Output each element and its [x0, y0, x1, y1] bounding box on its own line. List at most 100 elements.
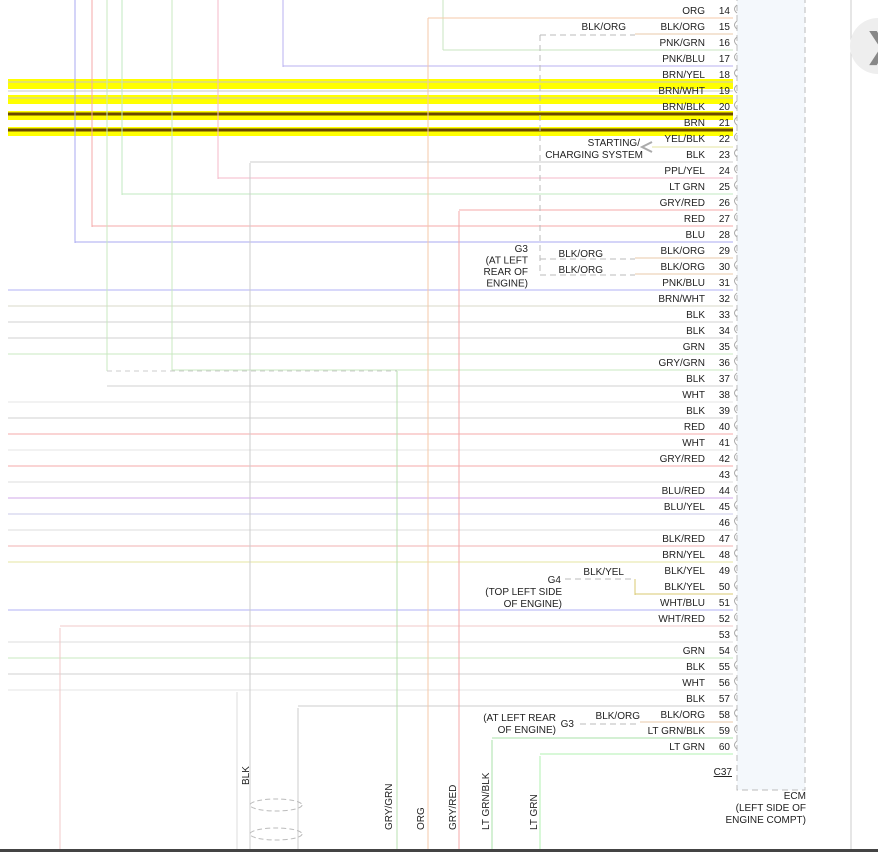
pin-label-21: BRN — [684, 118, 705, 129]
connector-terminal — [734, 612, 738, 622]
connector-terminal — [734, 276, 738, 286]
pin-number-45: 45 — [719, 502, 731, 513]
pin-number-50: 50 — [719, 582, 731, 593]
connector-terminal — [734, 452, 738, 462]
connector-terminal — [734, 4, 738, 14]
pin-number-52: 52 — [719, 614, 731, 625]
pin-label-59: LT GRN/BLK — [648, 726, 706, 737]
pin-label-37: BLK — [686, 374, 705, 385]
connector-terminal — [734, 372, 738, 382]
pin-label-44: BLU/RED — [662, 486, 705, 497]
pin-number-42: 42 — [719, 454, 731, 465]
connector-terminal — [734, 644, 738, 654]
connector-terminal — [734, 660, 738, 670]
pin-label-56: WHT — [682, 678, 705, 689]
pin-label-48: BRN/YEL — [662, 550, 705, 561]
pin-number-40: 40 — [719, 422, 731, 433]
connector-terminal — [734, 724, 738, 734]
connector-terminal — [734, 308, 738, 318]
pin-label-32: BRN/WHT — [658, 294, 705, 305]
connector-terminal — [734, 52, 738, 62]
bottom-wire-label: ORG — [416, 807, 427, 830]
connector-terminal — [734, 500, 738, 510]
pin-number-31: 31 — [719, 278, 731, 289]
pin-number-47: 47 — [719, 534, 731, 545]
pin-number-56: 56 — [719, 678, 731, 689]
pin-number-43: 43 — [719, 470, 731, 481]
pin-number-26: 26 — [719, 198, 731, 209]
pin-label-26: GRY/RED — [660, 198, 705, 209]
pin-label-17: PNK/BLU — [662, 54, 705, 65]
pin-label-49: BLK/YEL — [664, 566, 705, 577]
connector-terminal — [734, 324, 738, 334]
label-blk-yel: BLK/YEL — [583, 567, 624, 578]
pin-label-35: GRN — [683, 342, 705, 353]
ecm-box — [736, 0, 806, 791]
connector-label: C37 — [714, 767, 733, 778]
pin-number-49: 49 — [719, 566, 731, 577]
highlight-band — [8, 95, 733, 104]
pin-label-25: LT GRN — [669, 182, 705, 193]
pin-number-59: 59 — [719, 726, 731, 737]
pin-label-54: GRN — [683, 646, 705, 657]
pin-label-18: BRN/YEL — [662, 70, 705, 81]
connector-terminal — [734, 548, 738, 558]
arrow-icon — [639, 141, 653, 153]
pin-label-36: GRY/GRN — [659, 358, 706, 369]
pin-number-39: 39 — [719, 406, 731, 417]
label-g3: G3 — [561, 719, 575, 730]
pin-label-14: ORG — [682, 6, 705, 17]
label-g3-location: (AT LEFT — [486, 256, 528, 267]
pin-number-35: 35 — [719, 342, 731, 353]
label-g3-location: G3 — [515, 244, 529, 255]
pin-label-16: PNK/GRN — [659, 38, 705, 49]
pin-label-23: BLK — [686, 150, 705, 161]
connector-terminal — [734, 356, 738, 366]
label-blk-org: BLK/ORG — [559, 265, 604, 276]
pin-number-46: 46 — [719, 518, 731, 529]
pin-number-38: 38 — [719, 390, 731, 401]
pin-label-29: BLK/ORG — [661, 246, 706, 257]
connector-terminal — [734, 708, 738, 718]
ecm-label: ENGINE COMPT) — [725, 815, 806, 826]
pin-number-32: 32 — [719, 294, 731, 305]
connector-terminal — [734, 260, 738, 270]
label-blk-org: BLK/ORG — [559, 249, 604, 260]
pin-number-48: 48 — [719, 550, 731, 561]
pin-number-55: 55 — [719, 662, 731, 673]
pin-number-44: 44 — [719, 486, 731, 497]
label-g3-location: (AT LEFT REAR — [483, 713, 556, 724]
pin-label-57: BLK — [686, 694, 705, 705]
connector-terminal — [734, 436, 738, 446]
connector-terminal — [734, 484, 738, 494]
pin-number-33: 33 — [719, 310, 731, 321]
connector-terminal — [734, 468, 738, 478]
pin-label-19: BRN/WHT — [658, 86, 705, 97]
label-g4-location: (TOP LEFT SIDE — [485, 587, 562, 598]
pin-number-18: 18 — [719, 70, 731, 81]
connector-terminal — [734, 596, 738, 606]
pin-label-55: BLK — [686, 662, 705, 673]
shield-icon — [249, 827, 303, 841]
label-g4-location: OF ENGINE) — [504, 599, 562, 610]
pin-number-29: 29 — [719, 246, 731, 257]
connector-terminal — [734, 212, 738, 222]
bottom-wire-label: GRY/GRN — [384, 784, 395, 831]
pin-number-14: 14 — [719, 6, 731, 17]
connector-terminal — [734, 628, 738, 638]
pin-number-22: 22 — [719, 134, 731, 145]
ecm-label: (LEFT SIDE OF — [736, 803, 806, 814]
pin-number-24: 24 — [719, 166, 731, 177]
pin-number-36: 36 — [719, 358, 731, 369]
label-blk-org: BLK/ORG — [596, 711, 641, 722]
connector-terminal — [734, 148, 738, 158]
pin-number-25: 25 — [719, 182, 731, 193]
pin-label-38: WHT — [682, 390, 705, 401]
pin-number-21: 21 — [719, 118, 731, 129]
connector-terminal — [734, 580, 738, 590]
pin-number-60: 60 — [719, 742, 731, 753]
pin-number-19: 19 — [719, 86, 731, 97]
connector-terminal — [734, 196, 738, 206]
highlight-band — [8, 79, 733, 89]
pin-number-37: 37 — [719, 374, 731, 385]
